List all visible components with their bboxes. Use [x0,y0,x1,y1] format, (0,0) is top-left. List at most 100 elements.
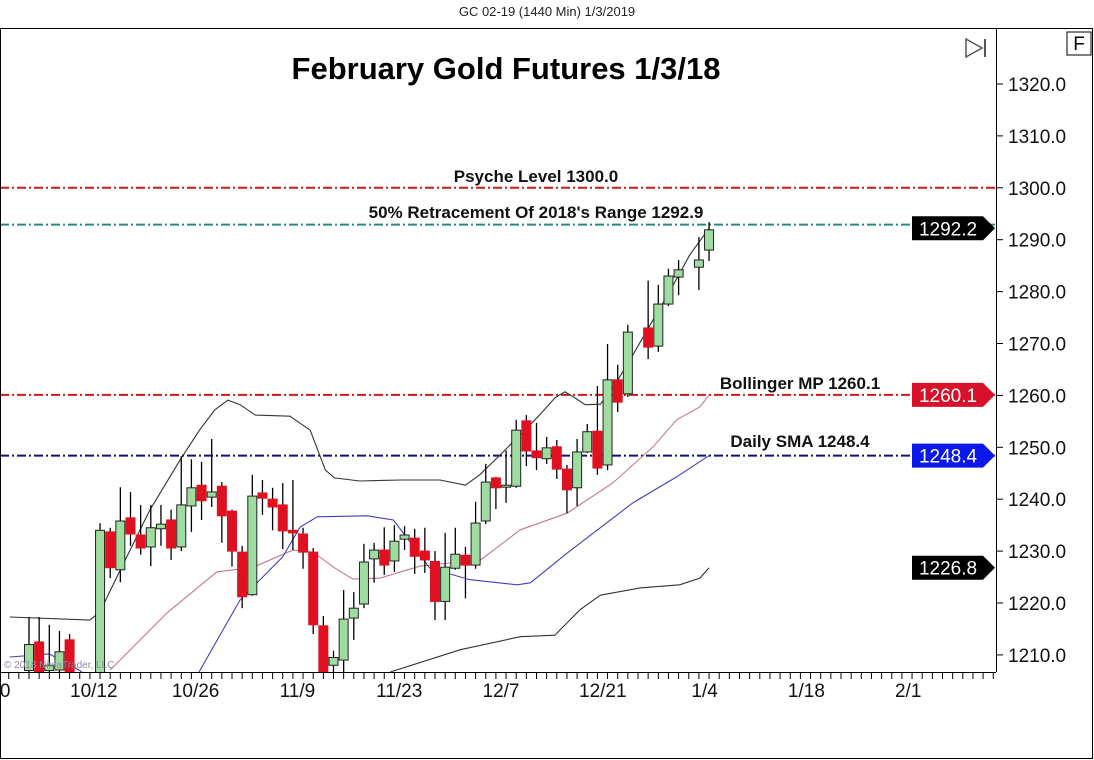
candle [612,364,623,413]
candle [480,463,491,525]
x-tick-label: 1/18 [788,681,825,702]
candle-body [155,523,166,530]
candle [561,464,572,514]
candle [115,487,126,583]
candle [277,483,288,550]
candle [693,237,704,291]
f-button-label: F [1073,34,1085,55]
candle-body [257,492,268,499]
candle [247,474,258,596]
candles [24,222,715,707]
x-tick-label: 12/21 [579,681,627,702]
x-tick-label: 9/30 [0,681,10,702]
candle-body [176,504,187,548]
x-tick-label: 10/26 [172,681,220,702]
candle [64,634,75,672]
candle-body [338,618,349,661]
candle-body [105,531,116,569]
candle [572,438,583,506]
candle-body [643,327,654,348]
candle-body [602,379,613,466]
f-button[interactable]: F [1066,31,1092,56]
lower-band-line [390,567,710,672]
candle-body [237,551,248,598]
candle-body [34,641,45,672]
candle-body [419,550,430,561]
candle-body [409,537,420,557]
candle [592,386,603,475]
candle-body [572,451,583,489]
candle-body [612,379,623,403]
candle [216,482,227,543]
candle [155,504,166,546]
candle-body [369,549,380,560]
copyright-text: © 2018 NinjaTrader, LLC [4,660,114,671]
candle-body [531,450,542,459]
candle-body [693,259,704,268]
skip-to-end-icon[interactable] [965,37,986,59]
candle-body [592,430,603,469]
candle [531,422,542,471]
candle-body [206,491,217,498]
price-marker: 1226.8 [912,555,995,580]
chart-title: February Gold Futures 1/3/18 [292,51,721,86]
candle [44,624,55,672]
candle [460,546,471,599]
y-tick-label: 1280.0 [1008,283,1066,304]
candle [430,551,440,621]
y-axis-ticks: 1210.0 1220.0 1230.0 1240.0 1250.0 1260.0 1270… [996,75,1066,667]
candle-body [551,446,562,470]
candle-body [358,561,369,605]
candle-body [318,625,329,672]
price-marker-label: 1226.8 [919,559,977,580]
candle-body [399,534,410,540]
candle [440,532,451,621]
price-marker-label: 1260.1 [919,386,977,407]
price-marker-box [912,382,995,407]
level-label: Bollinger MP 1260.1 [720,374,880,393]
candle [166,509,177,560]
candle [338,590,349,672]
candle [490,476,501,510]
y-tick-label: 1210.0 [1008,646,1066,667]
price-marker: 1248.4 [912,443,995,468]
candle-body [440,566,451,602]
candle-body [24,644,34,671]
candle-body [196,484,207,502]
candle-body [85,702,94,707]
candle [298,527,309,569]
price-marker: 1260.1 [912,382,995,407]
candle-body [95,529,106,672]
candle [470,501,481,569]
level-label: 50% Retracement Of 2018's Range 1292.9 [369,203,704,222]
y-tick-label: 1220.0 [1008,594,1066,615]
candle [450,527,461,570]
price-marker-box [912,555,995,580]
candle-body [490,477,501,489]
x-tick-label: 1/4 [691,681,718,702]
candle [369,542,380,583]
candle [622,324,633,397]
candle [521,415,532,466]
candle-body [186,487,197,507]
y-tick-label: 1240.0 [1008,490,1066,511]
candle [196,461,207,520]
candle [348,592,359,640]
candle [257,479,268,515]
candle [643,280,654,360]
candle [653,284,664,352]
candle-body [227,510,237,552]
candle-body [247,495,258,596]
candle-body [582,431,593,453]
candle-body [115,520,126,571]
candle-body [277,504,288,532]
level-labels: Psyche Level 1300.0 50% Retracement Of 20… [369,167,881,451]
candle-body [389,540,400,562]
candle-body [561,468,572,491]
candle-body [135,534,146,549]
candle [237,545,248,609]
candle-body [501,484,512,488]
y-tick-label: 1260.0 [1008,386,1066,407]
candle-body [64,639,75,672]
